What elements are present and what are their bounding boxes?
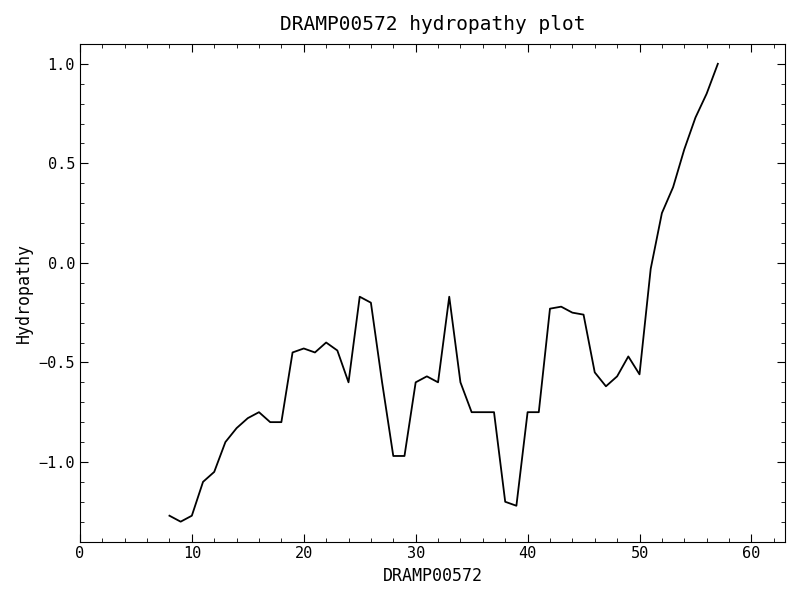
Title: DRAMP00572 hydropathy plot: DRAMP00572 hydropathy plot (280, 15, 586, 34)
X-axis label: DRAMP00572: DRAMP00572 (382, 567, 482, 585)
Y-axis label: Hydropathy: Hydropathy (15, 243, 33, 343)
